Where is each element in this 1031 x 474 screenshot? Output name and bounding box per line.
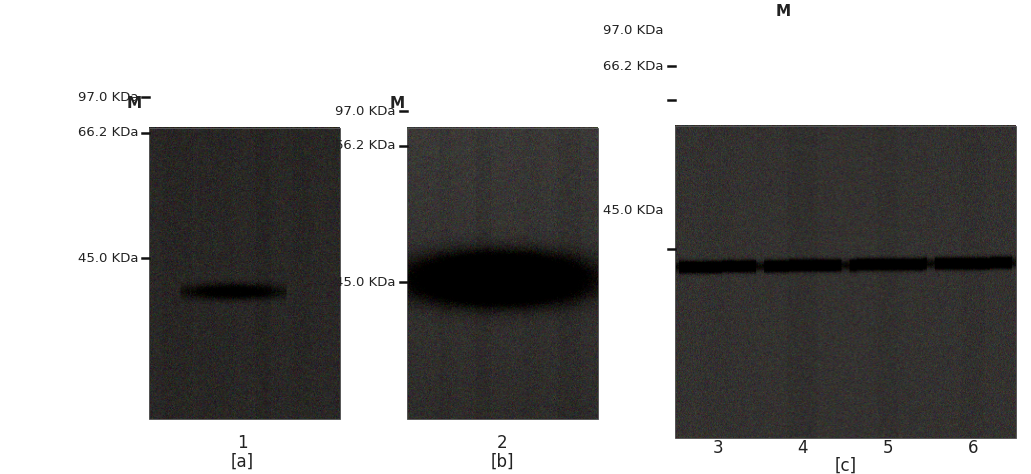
Text: 2: 2 xyxy=(497,434,507,452)
Text: 45.0 KDa: 45.0 KDa xyxy=(77,252,138,265)
Text: 97.0 KDa: 97.0 KDa xyxy=(77,91,138,104)
Text: 1: 1 xyxy=(237,434,247,452)
Text: 45.0 KDa: 45.0 KDa xyxy=(603,204,664,218)
Bar xyxy=(149,128,340,419)
Text: 66.2 KDa: 66.2 KDa xyxy=(77,126,138,139)
Text: 66.2 KDa: 66.2 KDa xyxy=(603,60,664,73)
Text: 97.0 KDa: 97.0 KDa xyxy=(335,105,396,118)
Text: 3: 3 xyxy=(712,439,723,457)
Text: [a]: [a] xyxy=(231,453,254,471)
Text: 45.0 KDa: 45.0 KDa xyxy=(335,275,396,289)
Text: [b]: [b] xyxy=(491,453,513,471)
Text: 6: 6 xyxy=(968,439,978,457)
Text: 97.0 KDa: 97.0 KDa xyxy=(603,24,664,37)
Bar xyxy=(407,128,598,419)
Text: M: M xyxy=(127,96,141,111)
Text: M: M xyxy=(390,96,404,111)
Text: [c]: [c] xyxy=(834,456,857,474)
Bar xyxy=(675,126,1016,438)
Text: 4: 4 xyxy=(798,439,808,457)
Text: M: M xyxy=(776,4,791,19)
Text: 66.2 KDa: 66.2 KDa xyxy=(335,139,396,152)
Text: 5: 5 xyxy=(883,439,893,457)
